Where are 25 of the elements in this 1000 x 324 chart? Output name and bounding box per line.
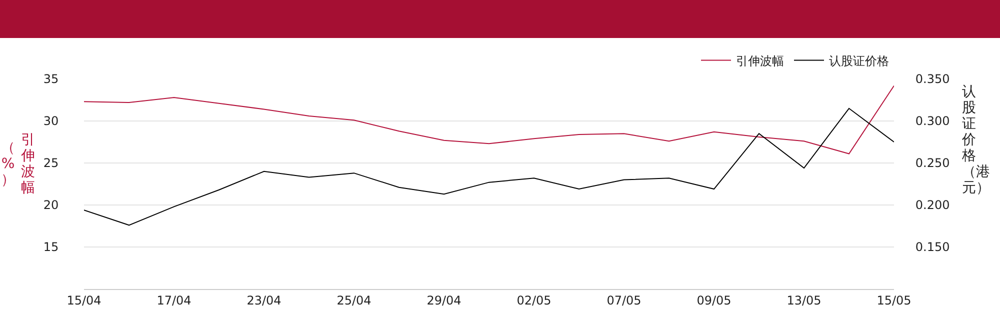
y2-tick-label: 0.150 — [915, 240, 950, 254]
x-tick-label: 15/04 — [66, 293, 102, 308]
x-tick-label: 13/05 — [786, 293, 822, 308]
legend-label: 引伸波幅 — [736, 54, 784, 68]
x-tick-label: 25/04 — [336, 293, 372, 308]
line-series — [84, 108, 894, 226]
y-tick-label: 25 — [43, 156, 59, 170]
y2-tick-label: 0.200 — [915, 198, 950, 212]
y2-axis-title: 认股证价格（港元） — [962, 84, 990, 196]
x-tick-label: 17/04 — [156, 293, 192, 308]
x-tick-label: 07/05 — [606, 293, 642, 308]
legend-label: 认股证价格 — [829, 54, 889, 68]
y2-tick-label: 0.250 — [915, 156, 950, 170]
y-tick-label: 35 — [43, 72, 59, 86]
line-series — [84, 85, 894, 154]
y-tick-label: 15 — [43, 240, 59, 254]
x-tick-label: 09/05 — [696, 293, 732, 308]
x-tick-label: 23/04 — [246, 293, 282, 308]
x-tick-label: 29/04 — [426, 293, 462, 308]
x-tick-label: 15/05 — [876, 293, 912, 308]
y2-tick-label: 0.350 — [915, 72, 950, 86]
x-tick-label: 02/05 — [516, 293, 552, 308]
y2-tick-label: 0.300 — [915, 114, 950, 128]
y-tick-label: 30 — [43, 114, 59, 128]
y-tick-label: 20 — [43, 198, 59, 212]
